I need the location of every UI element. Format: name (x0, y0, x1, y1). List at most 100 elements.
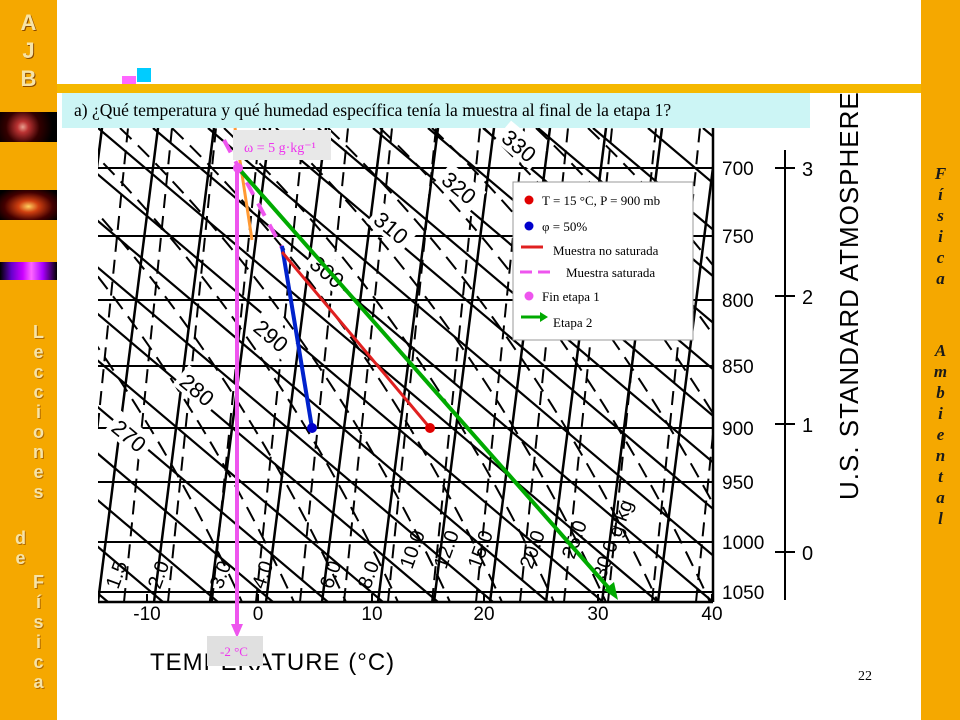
temperature-tick-label: 40 (701, 604, 722, 625)
sidebar-title-letter: d (15, 528, 26, 548)
dry-adiabat-line (207, 128, 713, 557)
right-sidebar (921, 0, 960, 720)
right-sidebar-letter: t (938, 467, 943, 486)
right-sidebar-letter: a (936, 488, 945, 507)
temperature-label: -2 °C (220, 644, 248, 659)
end-stage-1-point (233, 163, 243, 173)
right-sidebar-letter: c (936, 248, 945, 267)
legend-label: φ = 50% (542, 219, 587, 234)
pressure-tick-label: 900 (722, 419, 754, 440)
dry-adiabat-line (98, 359, 384, 602)
right-sidebar-letter: n (935, 446, 946, 465)
pressure-tick-label: 750 (722, 227, 754, 248)
right-sidebar-letter: m (933, 362, 948, 381)
legend-label: Etapa 2 (553, 315, 592, 330)
right-sidebar-letter: i (938, 404, 943, 423)
dry-adiabat-line (813, 128, 921, 602)
page-number: 22 (858, 669, 872, 684)
isotherm-line (320, 128, 384, 602)
mixing-ratio-line (387, 128, 437, 602)
pressure-tick-label: 1050 (722, 583, 764, 604)
isotherm-line (656, 157, 713, 602)
sidebar-photo-2 (0, 190, 57, 220)
isotherm-line (152, 128, 216, 602)
moist-adiabat-line (379, 128, 711, 602)
pressure-tick-label: 800 (722, 291, 754, 312)
temperature-tick-label: 10 (361, 604, 382, 625)
legend-marker (524, 221, 534, 231)
moist-adiabat-line (223, 128, 555, 602)
legend-label: Muestra no saturada (553, 243, 659, 258)
x-axis-label: TEMPERATURE (°C) (150, 649, 395, 676)
end-temperature-arrowhead (231, 624, 243, 638)
right-sidebar-letter: A (934, 341, 947, 360)
pressure-tick-label: 700 (722, 159, 754, 180)
right-sidebar-letter: F (934, 164, 947, 183)
sidebar-title-letter: F (33, 572, 44, 592)
altitude-tick-label: 0 (802, 543, 813, 565)
theta-label-backing (494, 120, 547, 171)
mixing-ratio-label: 3.0 (206, 558, 236, 592)
dry-adiabat-line (98, 498, 219, 602)
isotherm-line (770, 128, 830, 602)
pressure-tick-label: 1000 (722, 533, 764, 554)
logo-letter-b: B (20, 66, 37, 91)
theta-label-backing (104, 410, 157, 461)
sidebar-title-letter: s (33, 482, 44, 502)
sidebar-title-letter: s (33, 612, 44, 632)
sidebar-title-letter: í (35, 592, 41, 612)
sidebar-photo-3 (0, 262, 57, 280)
mixing-ratio-label: 2.0 (144, 558, 174, 592)
altitude-tick-label: 2 (802, 287, 813, 309)
mixing-ratio-label: 10.0 (396, 528, 430, 572)
moist-adiabat-line (431, 128, 713, 506)
stage-2-line (238, 168, 616, 596)
theta-label-backing (172, 364, 225, 415)
right-sidebar-letter: l (938, 509, 943, 528)
mixing-ratio-label: 30.0 g/kg (589, 497, 638, 582)
mixing-ratio-label: 1.5 (102, 558, 132, 592)
moist-adiabat-line (327, 128, 659, 602)
dry-adiabat-line (98, 592, 109, 602)
dry-adiabat-line (98, 312, 439, 602)
mixing-ratio-line (255, 128, 305, 602)
sidebar-title-letter: o (33, 422, 44, 442)
temperature-label-box (207, 636, 263, 666)
dry-adiabat-line (98, 452, 274, 602)
dry-adiabat-line (317, 128, 713, 464)
standard-atmosphere-label: U.S. STANDARD ATMOSPHERE (834, 91, 864, 500)
sidebar-title-letter: a (33, 672, 44, 692)
moist-adiabat-line (275, 128, 607, 602)
saturated-sample-line (222, 139, 284, 249)
moist-adiabat-line (119, 128, 451, 602)
sidebar-title-letter: e (33, 462, 44, 482)
right-sidebar-letter: b (936, 383, 945, 402)
theta-label-backing (246, 310, 299, 361)
legend-marker (524, 291, 534, 301)
logo-letter-a: A (20, 10, 37, 35)
stage-2-arrowhead (604, 582, 618, 600)
unsaturated-sample-line (280, 251, 432, 429)
pressure-tick-label: 950 (722, 473, 754, 494)
isotherm-line (264, 128, 328, 602)
mixing-ratio-label: 6.0 (316, 558, 346, 592)
dewpoint-line (280, 245, 314, 429)
logo-letter-j: J (22, 38, 35, 63)
initial-point (425, 423, 435, 433)
mixing-ratio-line (123, 128, 173, 602)
legend-label: Muestra saturada (566, 265, 655, 280)
right-sidebar-letter: s (937, 206, 944, 225)
legend-box (512, 181, 694, 341)
sidebar-title-letter: c (33, 652, 44, 672)
right-sidebar-letter: a (936, 269, 945, 288)
mixing-ratio-line (167, 128, 217, 602)
altitude-tick-label: 1 (802, 415, 813, 437)
moist-adiabat-line (171, 128, 503, 602)
dry-adiabat-line (98, 219, 549, 602)
moist-adiabat-line (98, 275, 295, 602)
mixing-ratio-line (299, 128, 349, 602)
sidebar-title-letter: i (35, 402, 41, 422)
pressure-label-backing (715, 140, 775, 610)
sidebar-title-letter: L (33, 322, 44, 342)
